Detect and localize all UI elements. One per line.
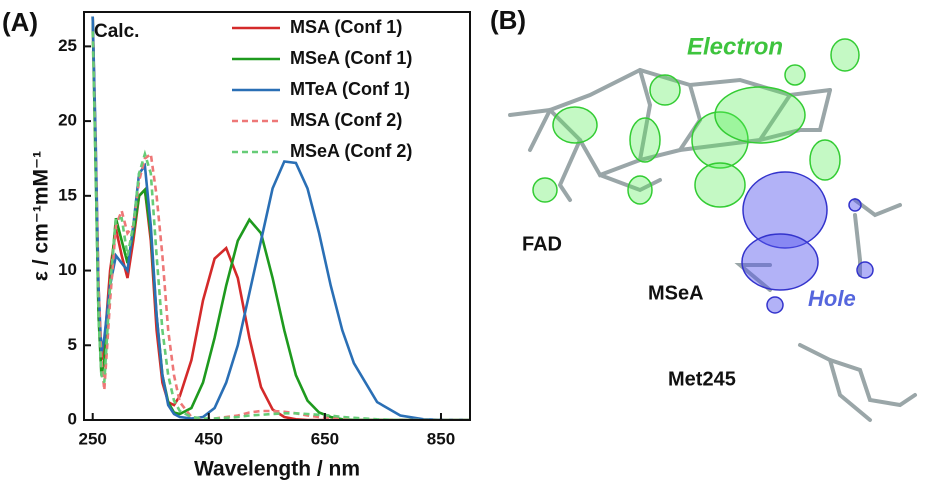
y-tick-label: 10 — [58, 260, 77, 279]
fad-label: FAD — [522, 233, 562, 255]
panel-label: (B) — [490, 5, 526, 35]
y-tick-label: 0 — [68, 409, 77, 428]
x-axis-label: Wavelength / nm — [194, 458, 360, 481]
molecule-illustration — [508, 38, 917, 422]
x-tick-label: 650 — [311, 429, 339, 448]
series-line — [91, 16, 470, 420]
y-tick-label: 15 — [58, 185, 77, 204]
residue-label: Met245 — [668, 368, 736, 390]
panel-label: (A) — [2, 7, 38, 37]
legend-label: MSeA (Conf 2) — [290, 141, 412, 161]
plot-area — [91, 16, 470, 420]
series-line — [91, 31, 470, 420]
electron-label: Electron — [687, 33, 783, 60]
y-axis-label: ε / cm⁻¹mM⁻¹ — [30, 151, 53, 281]
legend-label: MSA (Conf 1) — [290, 17, 402, 37]
y-tick-label: 5 — [68, 335, 77, 354]
annotation: Calc. — [94, 21, 139, 42]
x-tick-label: 850 — [427, 429, 455, 448]
series-line — [91, 16, 470, 420]
hole-label: Hole — [808, 286, 856, 311]
legend-label: MSeA (Conf 1) — [290, 48, 412, 68]
legend-label: MSA (Conf 2) — [290, 110, 402, 130]
molecule-label: MSeA — [648, 282, 704, 304]
x-tick-label: 250 — [79, 429, 107, 448]
y-tick-label: 20 — [58, 111, 77, 130]
legend-label: MTeA (Conf 1) — [290, 79, 410, 99]
axes-frame — [83, 11, 471, 421]
x-tick-label: 450 — [195, 429, 223, 448]
y-tick-label: 25 — [58, 36, 77, 55]
